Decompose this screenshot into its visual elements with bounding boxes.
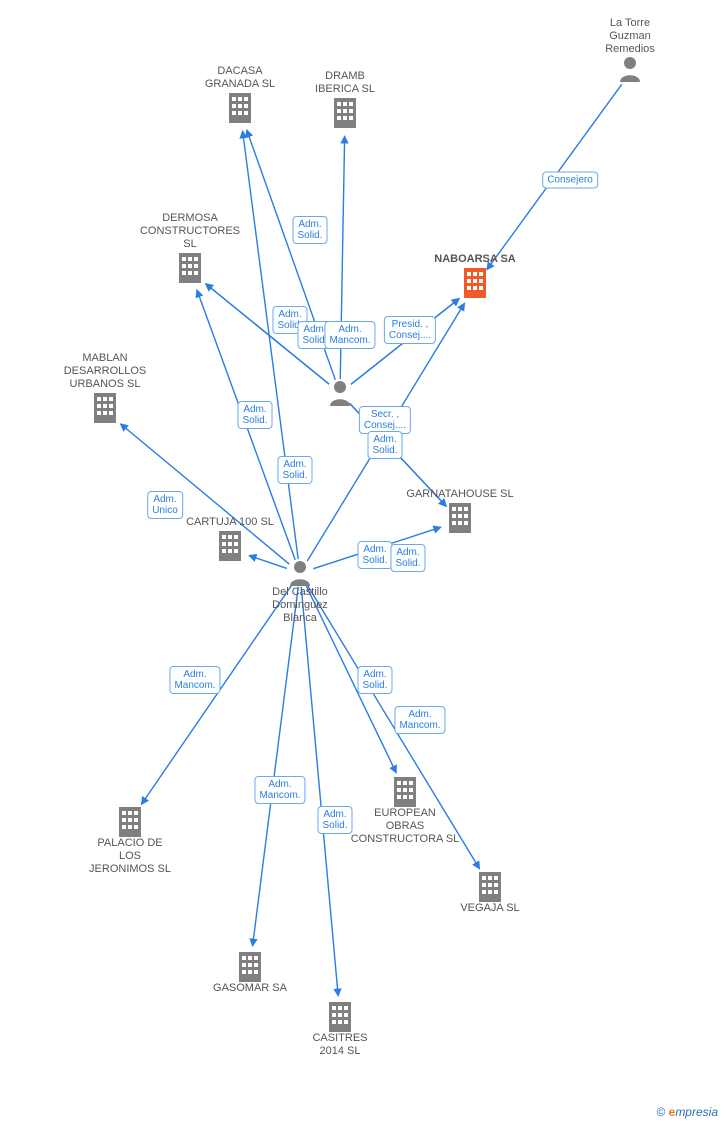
node-blanca[interactable]: Del CastilloDominguezBlanca — [245, 560, 355, 625]
node-label: NABOARSA SA — [420, 253, 530, 266]
node-label: GASOMAR SA — [195, 982, 305, 995]
edge-label: Adm.Unico — [147, 491, 183, 519]
edge-label: Adm.Solid. — [357, 541, 392, 569]
edge-label: Adm.Mancom. — [254, 776, 305, 804]
node-label: Del CastilloDominguezBlanca — [245, 586, 355, 625]
node-naboarsa[interactable]: NABOARSA SA — [420, 253, 530, 298]
node-label: La TorreGuzmanRemedios — [575, 17, 685, 56]
copyright: © empresia — [656, 1105, 718, 1119]
diagram-stage: La TorreGuzmanRemedios DACASAGRANADA SL … — [0, 0, 728, 1125]
node-label: MABLANDESARROLLOSURBANOS SL — [50, 352, 160, 391]
edge-label: Adm.Solid. — [277, 456, 312, 484]
edge-blanca-gasomar — [253, 587, 299, 946]
node-label: GARNATAHOUSE SL — [405, 488, 515, 501]
node-dacasa[interactable]: DACASAGRANADA SL — [185, 65, 295, 123]
edge-label: Adm.Mancom. — [394, 706, 445, 734]
node-label: EUROPEANOBRASCONSTRUCTORA SL — [350, 807, 460, 846]
node-vegaja[interactable]: VEGAJA SL — [435, 870, 545, 915]
brand-name: empresia — [669, 1105, 718, 1119]
edge-label: Presid. ,Consej.... — [384, 316, 436, 344]
node-label: CARTUJA 100 SL — [175, 516, 285, 529]
edge-label: Adm.Solid. — [357, 666, 392, 694]
edge-label: Adm.Solid. — [390, 544, 425, 572]
node-latorre[interactable]: La TorreGuzmanRemedios — [575, 17, 685, 82]
edge-label: Adm.Solid. — [292, 216, 327, 244]
node-european[interactable]: EUROPEANOBRASCONSTRUCTORA SL — [350, 775, 460, 846]
node-label: PALACIO DELOSJERONIMOS SL — [75, 837, 185, 876]
node-garnata[interactable]: GARNATAHOUSE SL — [405, 488, 515, 533]
edge-label: Adm.Mancom. — [169, 666, 220, 694]
edge-blanca-casitres — [301, 587, 338, 996]
node-person2[interactable] — [285, 380, 395, 406]
node-dermosa[interactable]: DERMOSACONSTRUCTORESSL — [135, 212, 245, 283]
edge-label: Secr. ,Consej.... — [359, 406, 411, 434]
copyright-symbol: © — [656, 1105, 665, 1119]
edge-label: Adm.Mancom. — [324, 321, 375, 349]
node-palacio[interactable]: PALACIO DELOSJERONIMOS SL — [75, 805, 185, 876]
edge-label: Adm.Solid. — [317, 806, 352, 834]
node-dramb[interactable]: DRAMBIBERICA SL — [290, 70, 400, 128]
node-gasomar[interactable]: GASOMAR SA — [195, 950, 305, 995]
edge-label: Adm.Solid. — [237, 401, 272, 429]
node-label: DACASAGRANADA SL — [185, 65, 295, 91]
node-mablan[interactable]: MABLANDESARROLLOSURBANOS SL — [50, 352, 160, 423]
edge-blanca-dacasa — [243, 131, 299, 559]
edge-label: Consejero — [542, 172, 598, 189]
node-label: DRAMBIBERICA SL — [290, 70, 400, 96]
node-cartuja[interactable]: CARTUJA 100 SL — [175, 516, 285, 561]
edge-label: Adm.Solid. — [367, 431, 402, 459]
node-label: CASITRES2014 SL — [285, 1032, 395, 1058]
node-label: VEGAJA SL — [435, 902, 545, 915]
node-label: DERMOSACONSTRUCTORESSL — [135, 212, 245, 251]
node-casitres[interactable]: CASITRES2014 SL — [285, 1000, 395, 1058]
